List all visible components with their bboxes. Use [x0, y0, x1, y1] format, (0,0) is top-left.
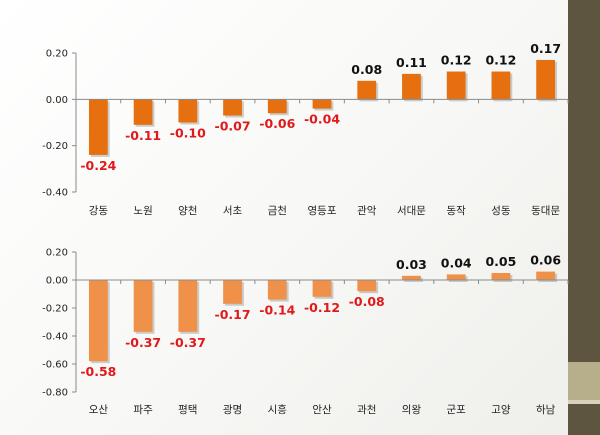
- chart1-bar: [88, 280, 108, 362]
- chart0-data-label: -0.11: [125, 128, 161, 143]
- chart0-category-label: 성동: [491, 205, 511, 217]
- chart1-bar: [178, 280, 198, 332]
- chart0-bar: [133, 99, 153, 125]
- chart0-bar: [536, 59, 556, 100]
- chart1-category-label: 안산: [312, 404, 332, 416]
- chart1-bar: [312, 280, 332, 297]
- chart0-category-label: 금천: [268, 205, 287, 217]
- chart1-category-label: 파주: [133, 404, 153, 416]
- chart1-category-label: 고양: [491, 404, 511, 416]
- chart1-data-label: -0.08: [349, 294, 385, 309]
- chart1-bar: [402, 275, 421, 280]
- chart0-y-tick-label: 0.20: [46, 49, 68, 60]
- chart1-data-label: -0.37: [170, 335, 206, 350]
- chart0-data-label: 0.12: [485, 53, 516, 68]
- chart1-data-label: 0.04: [441, 255, 472, 270]
- chart0-data-label: -0.24: [80, 158, 116, 173]
- chart1-category-label: 오산: [89, 404, 109, 416]
- chart1-data-label: -0.37: [125, 335, 161, 350]
- chart1-y-tick-label: -0.80: [42, 388, 68, 399]
- slide-side-band-line: [568, 400, 600, 404]
- chart1-category-label: 의왕: [402, 404, 422, 416]
- chart0-data-label: 0.08: [351, 62, 382, 77]
- chart0-bar: [178, 99, 198, 123]
- chart0-y-tick-label: -0.40: [42, 188, 68, 199]
- chart1-category-label: 평택: [178, 404, 197, 416]
- chart0-bar: [402, 73, 421, 100]
- chart0-category-label: 동작: [447, 205, 467, 217]
- chart0-category-label: 강동: [89, 205, 109, 217]
- chart1-data-label: -0.17: [215, 307, 251, 322]
- chart1-data-label: -0.14: [259, 303, 295, 318]
- chart0-category-label: 양천: [178, 205, 197, 217]
- chart1-category-label: 군포: [447, 404, 467, 416]
- chart0-data-label: -0.04: [304, 112, 340, 127]
- chart1-data-label: -0.58: [80, 364, 116, 379]
- chart0-y-tick-label: 0.00: [46, 95, 68, 106]
- chart1-bar: [491, 273, 511, 280]
- chart1-y-tick-label: -0.40: [42, 332, 68, 343]
- chart1-bar: [536, 271, 556, 280]
- chart1-y-tick-label: -0.60: [42, 360, 68, 371]
- chart1-bar: [446, 274, 466, 280]
- chart0-bar: [357, 80, 377, 100]
- chart0-data-label: -0.07: [215, 119, 251, 134]
- chart0-data-label: 0.11: [396, 55, 427, 70]
- chart1-category-label: 과천: [357, 404, 376, 416]
- chart1-bar: [223, 280, 242, 304]
- chart0-category-label: 관악: [357, 205, 377, 217]
- chart1-y-tick-label: 0.00: [46, 276, 68, 287]
- chart0-data-label: -0.10: [170, 126, 206, 141]
- chart0-data-label: 0.17: [530, 41, 561, 56]
- chart1-category-label: 하남: [536, 403, 556, 416]
- chart0-bar: [88, 99, 108, 155]
- chart1-data-label: 0.05: [485, 254, 516, 269]
- chart1-y-tick-label: 0.20: [46, 248, 68, 259]
- chart0-bar: [491, 71, 511, 100]
- chart0-y-tick-label: -0.20: [42, 141, 68, 152]
- chart0-bar: [446, 71, 466, 100]
- chart0-bar: [223, 99, 242, 116]
- chart0-bar: [267, 99, 287, 114]
- chart1-data-label: 0.06: [530, 253, 561, 268]
- chart1-category-label: 시흥: [268, 403, 288, 416]
- chart1-data-label: -0.12: [304, 300, 340, 315]
- slide-side-band-accent: [568, 362, 600, 400]
- chart0-category-label: 노원: [133, 205, 152, 217]
- chart0-category-label: 서대문: [397, 205, 426, 217]
- chart1-bar: [133, 280, 153, 332]
- chart0-data-label: -0.06: [259, 116, 295, 131]
- chart1-category-label: 광명: [223, 404, 242, 416]
- chart0-bar: [312, 99, 332, 109]
- chart0-data-label: 0.12: [441, 53, 472, 68]
- chart0-category-label: 서초: [223, 205, 243, 217]
- chart1-data-label: 0.03: [396, 257, 427, 272]
- chart0-category-label: 영등포: [308, 205, 337, 217]
- chart1-y-tick-label: -0.20: [42, 304, 68, 315]
- chart1-bar: [267, 280, 287, 300]
- chart1-bar: [357, 280, 377, 292]
- chart0-category-label: 동대문: [531, 205, 560, 217]
